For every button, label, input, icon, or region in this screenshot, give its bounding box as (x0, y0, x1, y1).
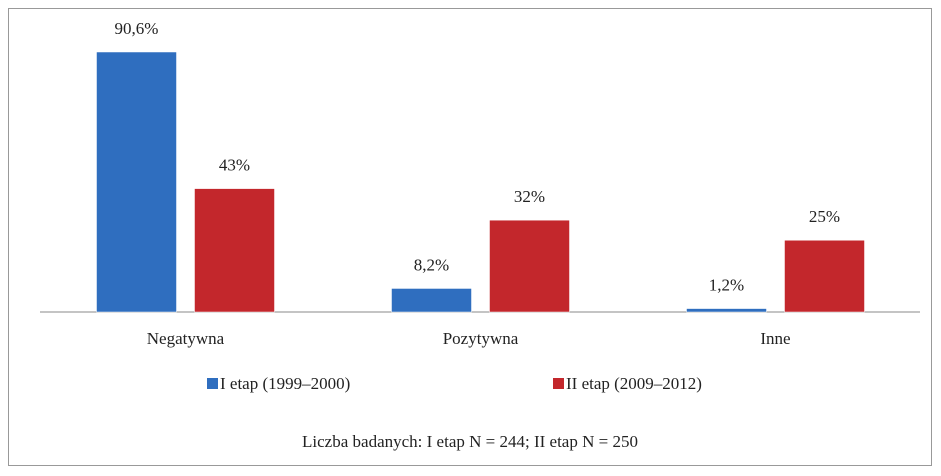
x-tick-label: Negatywna (147, 329, 225, 348)
legend-label: II etap (2009–2012) (566, 374, 702, 393)
legend-swatch (207, 378, 218, 389)
bar (194, 188, 275, 313)
data-label: 32% (514, 187, 545, 206)
x-tick-label: Inne (760, 329, 790, 348)
x-tick-label: Pozytywna (443, 329, 519, 348)
data-label: 8,2% (414, 255, 449, 274)
bar (784, 240, 865, 313)
note: Liczba badanych: I etap N = 244; II etap… (302, 432, 638, 451)
bar (391, 288, 472, 313)
data-label: 43% (219, 156, 250, 175)
data-label: 90,6% (115, 19, 159, 38)
bar (686, 308, 767, 313)
data-label: 25% (809, 207, 840, 226)
data-label: 1,2% (709, 275, 744, 294)
legend-label: I etap (1999–2000) (220, 374, 350, 393)
bar (489, 219, 570, 313)
bar (96, 51, 177, 313)
legend-swatch (553, 378, 564, 389)
